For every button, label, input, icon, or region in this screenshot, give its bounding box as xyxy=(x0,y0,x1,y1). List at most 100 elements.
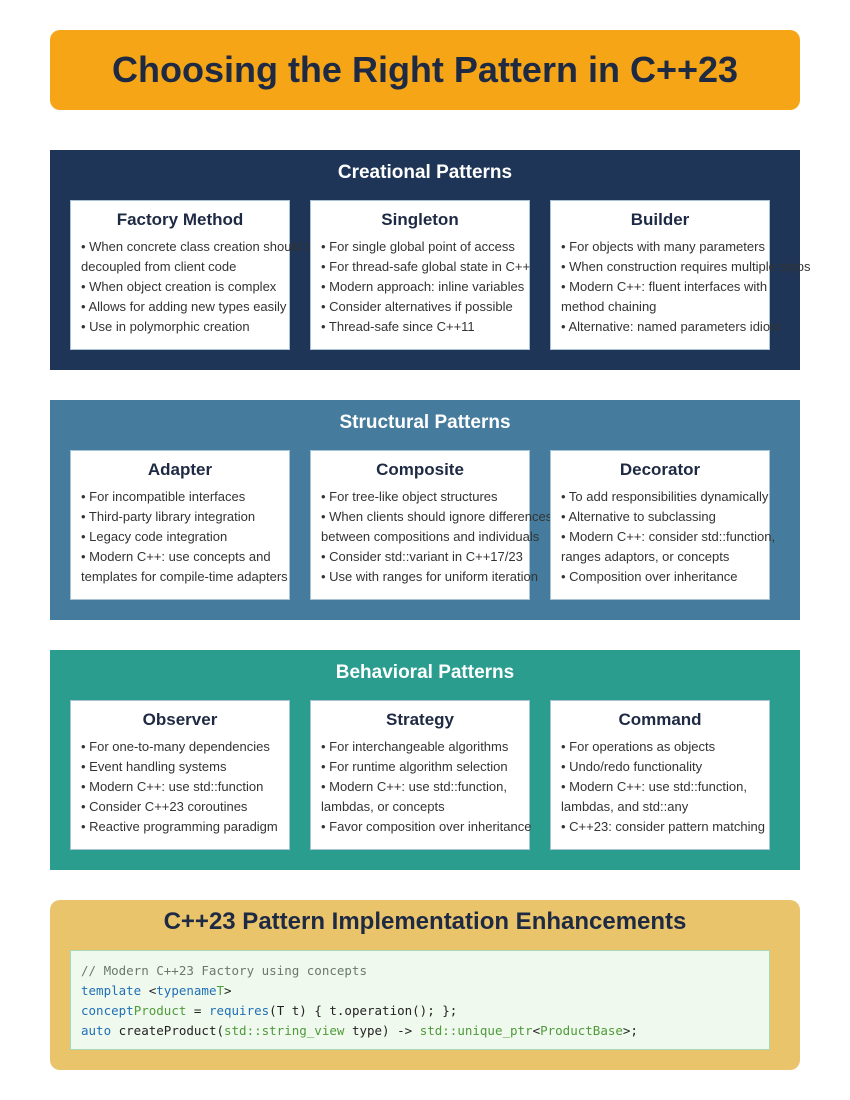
title-banner: Choosing the Right Pattern in C++23 xyxy=(50,30,800,110)
code-text: = xyxy=(186,1003,209,1018)
card-adapter: Adapter • For incompatible interfaces • … xyxy=(70,450,290,600)
card-composite: Composite • For tree-like object structu… xyxy=(310,450,552,600)
code-text: >; xyxy=(622,1023,638,1038)
card-list: • For one-to-many dependencies • Event h… xyxy=(81,737,321,837)
list-item: • When object creation is complex xyxy=(81,279,277,294)
card-title: Strategy xyxy=(385,710,455,729)
card-builder: Builder • For objects with many paramete… xyxy=(550,200,811,350)
list-item: between compositions and individuals xyxy=(321,529,540,544)
list-item: • Alternative to subclassing xyxy=(561,509,716,524)
enhancements-panel: C++23 Pattern Implementation Enhancement… xyxy=(50,900,800,1070)
list-item: • Modern C++: use concepts and xyxy=(81,549,271,564)
list-item: • When construction requires multiple st… xyxy=(561,259,811,274)
card-title: Singleton xyxy=(381,210,459,229)
code-line: // Modern C++23 Factory using concepts xyxy=(81,961,759,981)
list-item: • Event handling systems xyxy=(81,759,227,774)
code-type: Product xyxy=(133,1003,187,1018)
list-item: • Consider C++23 coroutines xyxy=(81,799,248,814)
card-singleton: Singleton • For single global point of a… xyxy=(310,200,530,350)
card-list: • For interchangeable algorithms • For r… xyxy=(321,737,561,837)
card-title: Factory Method xyxy=(116,210,244,229)
card-list: • When concrete class creation should be… xyxy=(81,237,321,337)
card-factory-method: Factory Method • When concrete class cre… xyxy=(70,200,320,350)
code-keyword: typename xyxy=(156,983,217,998)
list-item: • Consider std::variant in C++17/23 xyxy=(321,549,523,564)
list-item: • Undo/redo functionality xyxy=(561,759,703,774)
list-item: • When concrete class creation should be xyxy=(81,239,320,254)
code-text: createProduct( xyxy=(111,1023,224,1038)
list-item: ranges adaptors, or concepts xyxy=(561,549,730,564)
code-line: auto createProduct(std::string_view type… xyxy=(81,1021,759,1041)
card-list: • For objects with many parameters • Whe… xyxy=(561,237,811,337)
list-item: lambdas, or concepts xyxy=(321,799,445,814)
list-item: method chaining xyxy=(561,299,657,314)
code-keyword: concept xyxy=(81,1003,134,1018)
list-item: • For interchangeable algorithms xyxy=(321,739,509,754)
list-item: • Modern C++: consider std::function, xyxy=(561,529,776,544)
code-text: > xyxy=(224,983,232,998)
list-item: • Modern C++: use std::function xyxy=(81,779,264,794)
list-item: • C++23: consider pattern matching xyxy=(561,819,766,834)
code-type: ProductBase xyxy=(540,1023,623,1038)
list-item: • Use with ranges for uniform iteration xyxy=(321,569,538,584)
list-item: • Modern C++: use std::function, xyxy=(321,779,507,794)
section-structural: Structural Patterns Adapter • For incomp… xyxy=(50,400,800,620)
code-keyword: template xyxy=(81,983,142,998)
section-title: Behavioral Patterns xyxy=(335,662,515,683)
list-item: • Consider alternatives if possible xyxy=(321,299,513,314)
code-text: (T t) { t.operation(); }; xyxy=(269,1003,458,1018)
list-item: • Legacy code integration xyxy=(81,529,228,544)
page-title: Choosing the Right Pattern in C++23 xyxy=(111,49,739,90)
list-item: • Composition over inheritance xyxy=(561,569,738,584)
card-list: • For tree-like object structures • When… xyxy=(321,487,561,587)
card-title: Command xyxy=(618,710,702,729)
list-item: • Favor composition over inheritance xyxy=(321,819,532,834)
code-text: < xyxy=(141,983,157,998)
list-item: • Modern approach: inline variables xyxy=(321,279,525,294)
list-item: • For one-to-many dependencies xyxy=(81,739,270,754)
card-title: Composite xyxy=(376,460,464,479)
list-item: • Alternative: named parameters idiom xyxy=(561,319,781,334)
list-item: • For single global point of access xyxy=(321,239,515,254)
card-title: Adapter xyxy=(147,460,213,479)
card-list: • For operations as objects • Undo/redo … xyxy=(561,737,801,837)
list-item: templates for compile-time adapters xyxy=(81,569,288,584)
card-list: • For incompatible interfaces • Third-pa… xyxy=(81,487,321,587)
list-item: • For operations as objects xyxy=(561,739,716,754)
list-item: • To add responsibilities dynamically xyxy=(561,489,769,504)
list-item: • Reactive programming paradigm xyxy=(81,819,278,834)
code-comment: // Modern C++23 Factory using concepts xyxy=(81,963,367,978)
card-list: • To add responsibilities dynamically • … xyxy=(561,487,801,587)
list-item: • For runtime algorithm selection xyxy=(321,759,508,774)
list-item: • Allows for adding new types easily xyxy=(81,299,287,314)
code-text: type) -> xyxy=(344,1023,420,1038)
code-keyword: requires xyxy=(208,1003,270,1018)
list-item: • Modern C++: use std::function, xyxy=(561,779,747,794)
code-line: conceptProduct = requires(T t) { t.opera… xyxy=(81,1001,759,1021)
list-item: • Use in polymorphic creation xyxy=(81,319,250,334)
code-type: std::unique_ptr xyxy=(419,1023,533,1038)
list-item: • For objects with many parameters xyxy=(561,239,765,254)
code-text: < xyxy=(532,1023,541,1038)
list-item: • Modern C++: fluent interfaces with xyxy=(561,279,768,294)
card-decorator: Decorator • To add responsibilities dyna… xyxy=(550,450,775,600)
code-keyword: auto xyxy=(81,1023,112,1038)
list-item: decoupled from client code xyxy=(81,259,237,274)
list-item: • For incompatible interfaces xyxy=(81,489,246,504)
card-observer: Observer • For one-to-many dependencies … xyxy=(70,700,290,850)
section-behavioral: Behavioral Patterns Observer • For one-t… xyxy=(50,650,800,870)
card-title: Decorator xyxy=(619,460,701,479)
enhancements-title: C++23 Pattern Implementation Enhancement… xyxy=(163,908,687,935)
card-command: Command • For operations as objects • Un… xyxy=(550,700,770,850)
list-item: • Thread-safe since C++11 xyxy=(321,319,475,334)
code-block: // Modern C++23 Factory using concepts t… xyxy=(70,950,770,1050)
section-title: Creational Patterns xyxy=(337,162,513,183)
list-item: lambdas, and std::any xyxy=(561,799,689,814)
code-line: template <typenameT> xyxy=(81,981,759,1001)
card-strategy: Strategy • For interchangeable algorithm… xyxy=(310,700,531,850)
section-creational: Creational Patterns Factory Method • Whe… xyxy=(50,150,811,370)
card-title: Builder xyxy=(630,210,690,229)
list-item: • When clients should ignore differences xyxy=(321,509,553,524)
card-list: • For single global point of access • Fo… xyxy=(321,237,561,337)
section-title: Structural Patterns xyxy=(339,412,511,433)
